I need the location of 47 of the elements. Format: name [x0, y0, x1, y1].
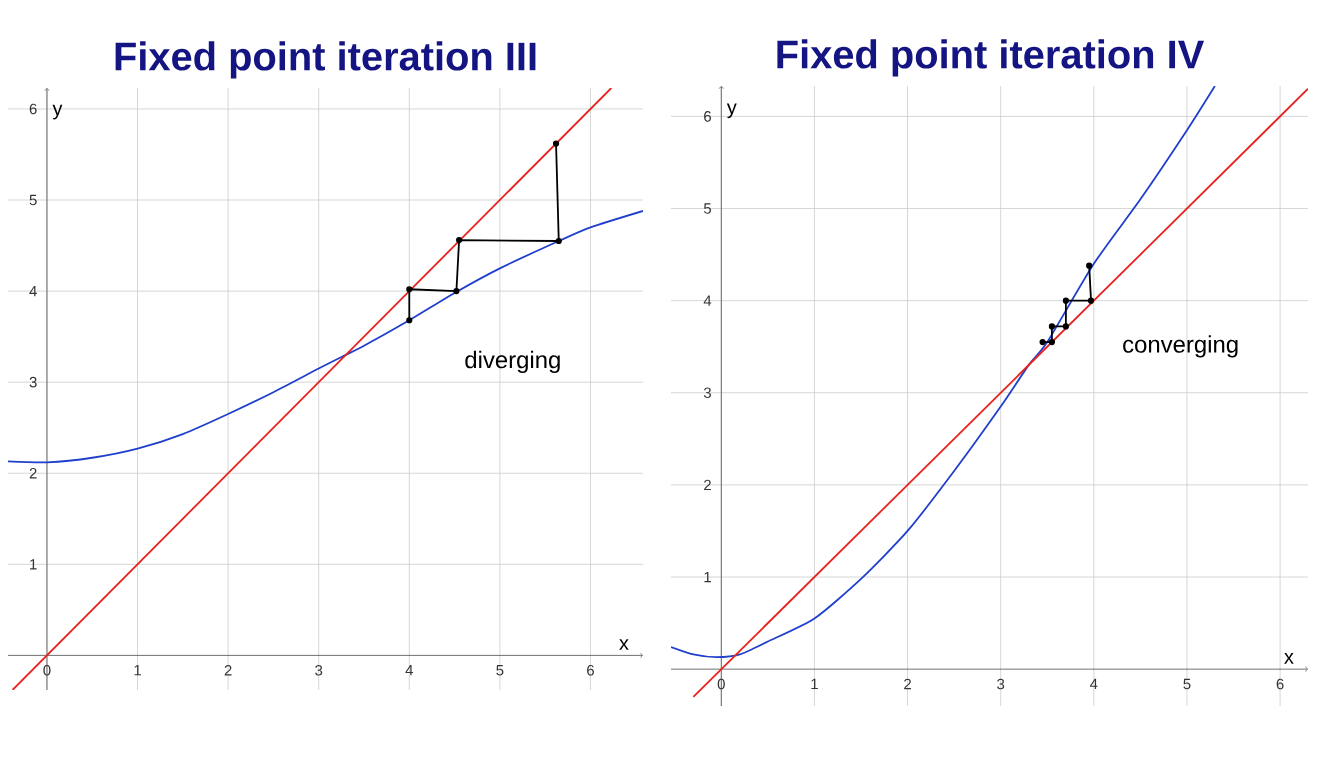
y-tick-label: 2 [29, 468, 37, 479]
x-tick-label: 0 [43, 665, 51, 676]
y-tick-label: 1 [704, 571, 711, 583]
point [1087, 297, 1095, 304]
y-tick-label: 1 [30, 559, 37, 570]
y-tick-label: 3 [703, 387, 711, 399]
point [456, 236, 463, 244]
x-tick-label: 1 [811, 678, 818, 690]
x-axis-title: x [619, 639, 629, 650]
x-tick-label: 6 [1276, 678, 1284, 690]
point [1048, 339, 1056, 346]
y-axis-title: y [726, 103, 737, 119]
x-tick-label: 4 [405, 665, 414, 676]
point [555, 237, 562, 245]
chart-title: Fixed point iteration III [115, 41, 536, 79]
point [406, 317, 413, 324]
point [1039, 339, 1046, 346]
chart-title: Fixed point iteration IV [777, 39, 1205, 77]
x-tick-label: 3 [997, 678, 1005, 690]
line-series [8, 210, 643, 464]
point [552, 140, 560, 147]
point [453, 287, 460, 295]
point [1048, 323, 1056, 330]
x-tick-label: 6 [587, 665, 594, 676]
y-tick-label: 4 [703, 295, 712, 306]
annotation: diverging [465, 350, 560, 374]
point [1086, 262, 1093, 269]
y-tick-label: 2 [704, 479, 711, 491]
y-tick-label: 6 [29, 103, 37, 115]
y-tick-label: 3 [29, 376, 37, 388]
y-tick-label: 5 [703, 203, 712, 214]
x-tick-label: 5 [1183, 678, 1191, 690]
x-tick-label: 2 [904, 678, 911, 690]
point [1062, 323, 1069, 330]
point [406, 286, 413, 293]
y-tick-label: 6 [704, 111, 711, 122]
annotation: converging [1123, 335, 1238, 358]
x-tick-label: 3 [315, 665, 323, 676]
y-tick-label: 5 [29, 194, 37, 206]
y-axis-title: y [52, 104, 63, 120]
x-tick-label: 4 [1090, 678, 1098, 690]
x-tick-label: 1 [134, 665, 141, 676]
point [1062, 297, 1069, 304]
x-tick-label: 5 [496, 665, 504, 676]
y-tick-label: 4 [29, 285, 37, 297]
x-axis-title: x [1284, 653, 1294, 664]
x-tick-label: 2 [224, 665, 232, 676]
